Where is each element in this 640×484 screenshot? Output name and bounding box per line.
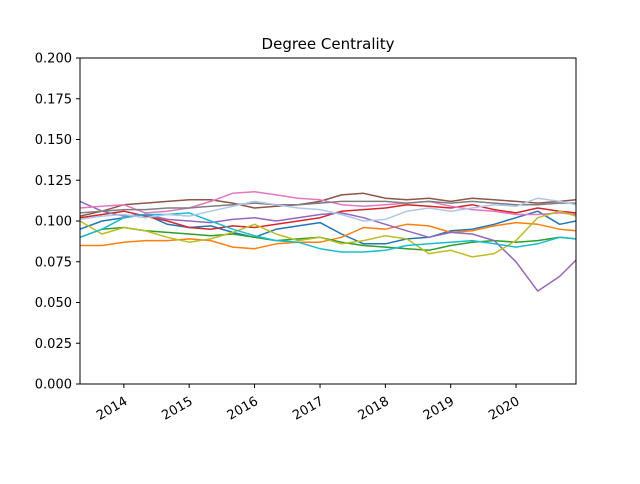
y-axis: 0.000 0.025 0.050 0.075 0.100 0.125 0.150 0.175… — [35, 52, 80, 393]
y-tick-label: 0.125 — [35, 174, 72, 189]
series-line-3 — [79, 226, 577, 252]
y-tick-label: 0.050 — [35, 296, 72, 311]
series-line-1 — [79, 210, 577, 245]
y-tick-label: 0.100 — [35, 215, 72, 230]
series-line-6 — [79, 192, 577, 217]
series-lines — [79, 190, 577, 292]
y-tick-label: 0.150 — [35, 133, 72, 148]
y-tick-label: 0.175 — [35, 92, 72, 107]
chart-title: Degree Centrality — [262, 35, 395, 53]
series-line-9 — [79, 210, 577, 258]
y-tick-label: 0.025 — [35, 337, 72, 352]
y-tick-label: 0.000 — [35, 378, 72, 393]
y-tick-label: 0.200 — [35, 52, 72, 67]
series-line-11 — [79, 197, 577, 222]
y-tick-label: 0.075 — [35, 255, 72, 270]
plot-frame — [79, 57, 577, 385]
series-line-8 — [79, 200, 576, 214]
